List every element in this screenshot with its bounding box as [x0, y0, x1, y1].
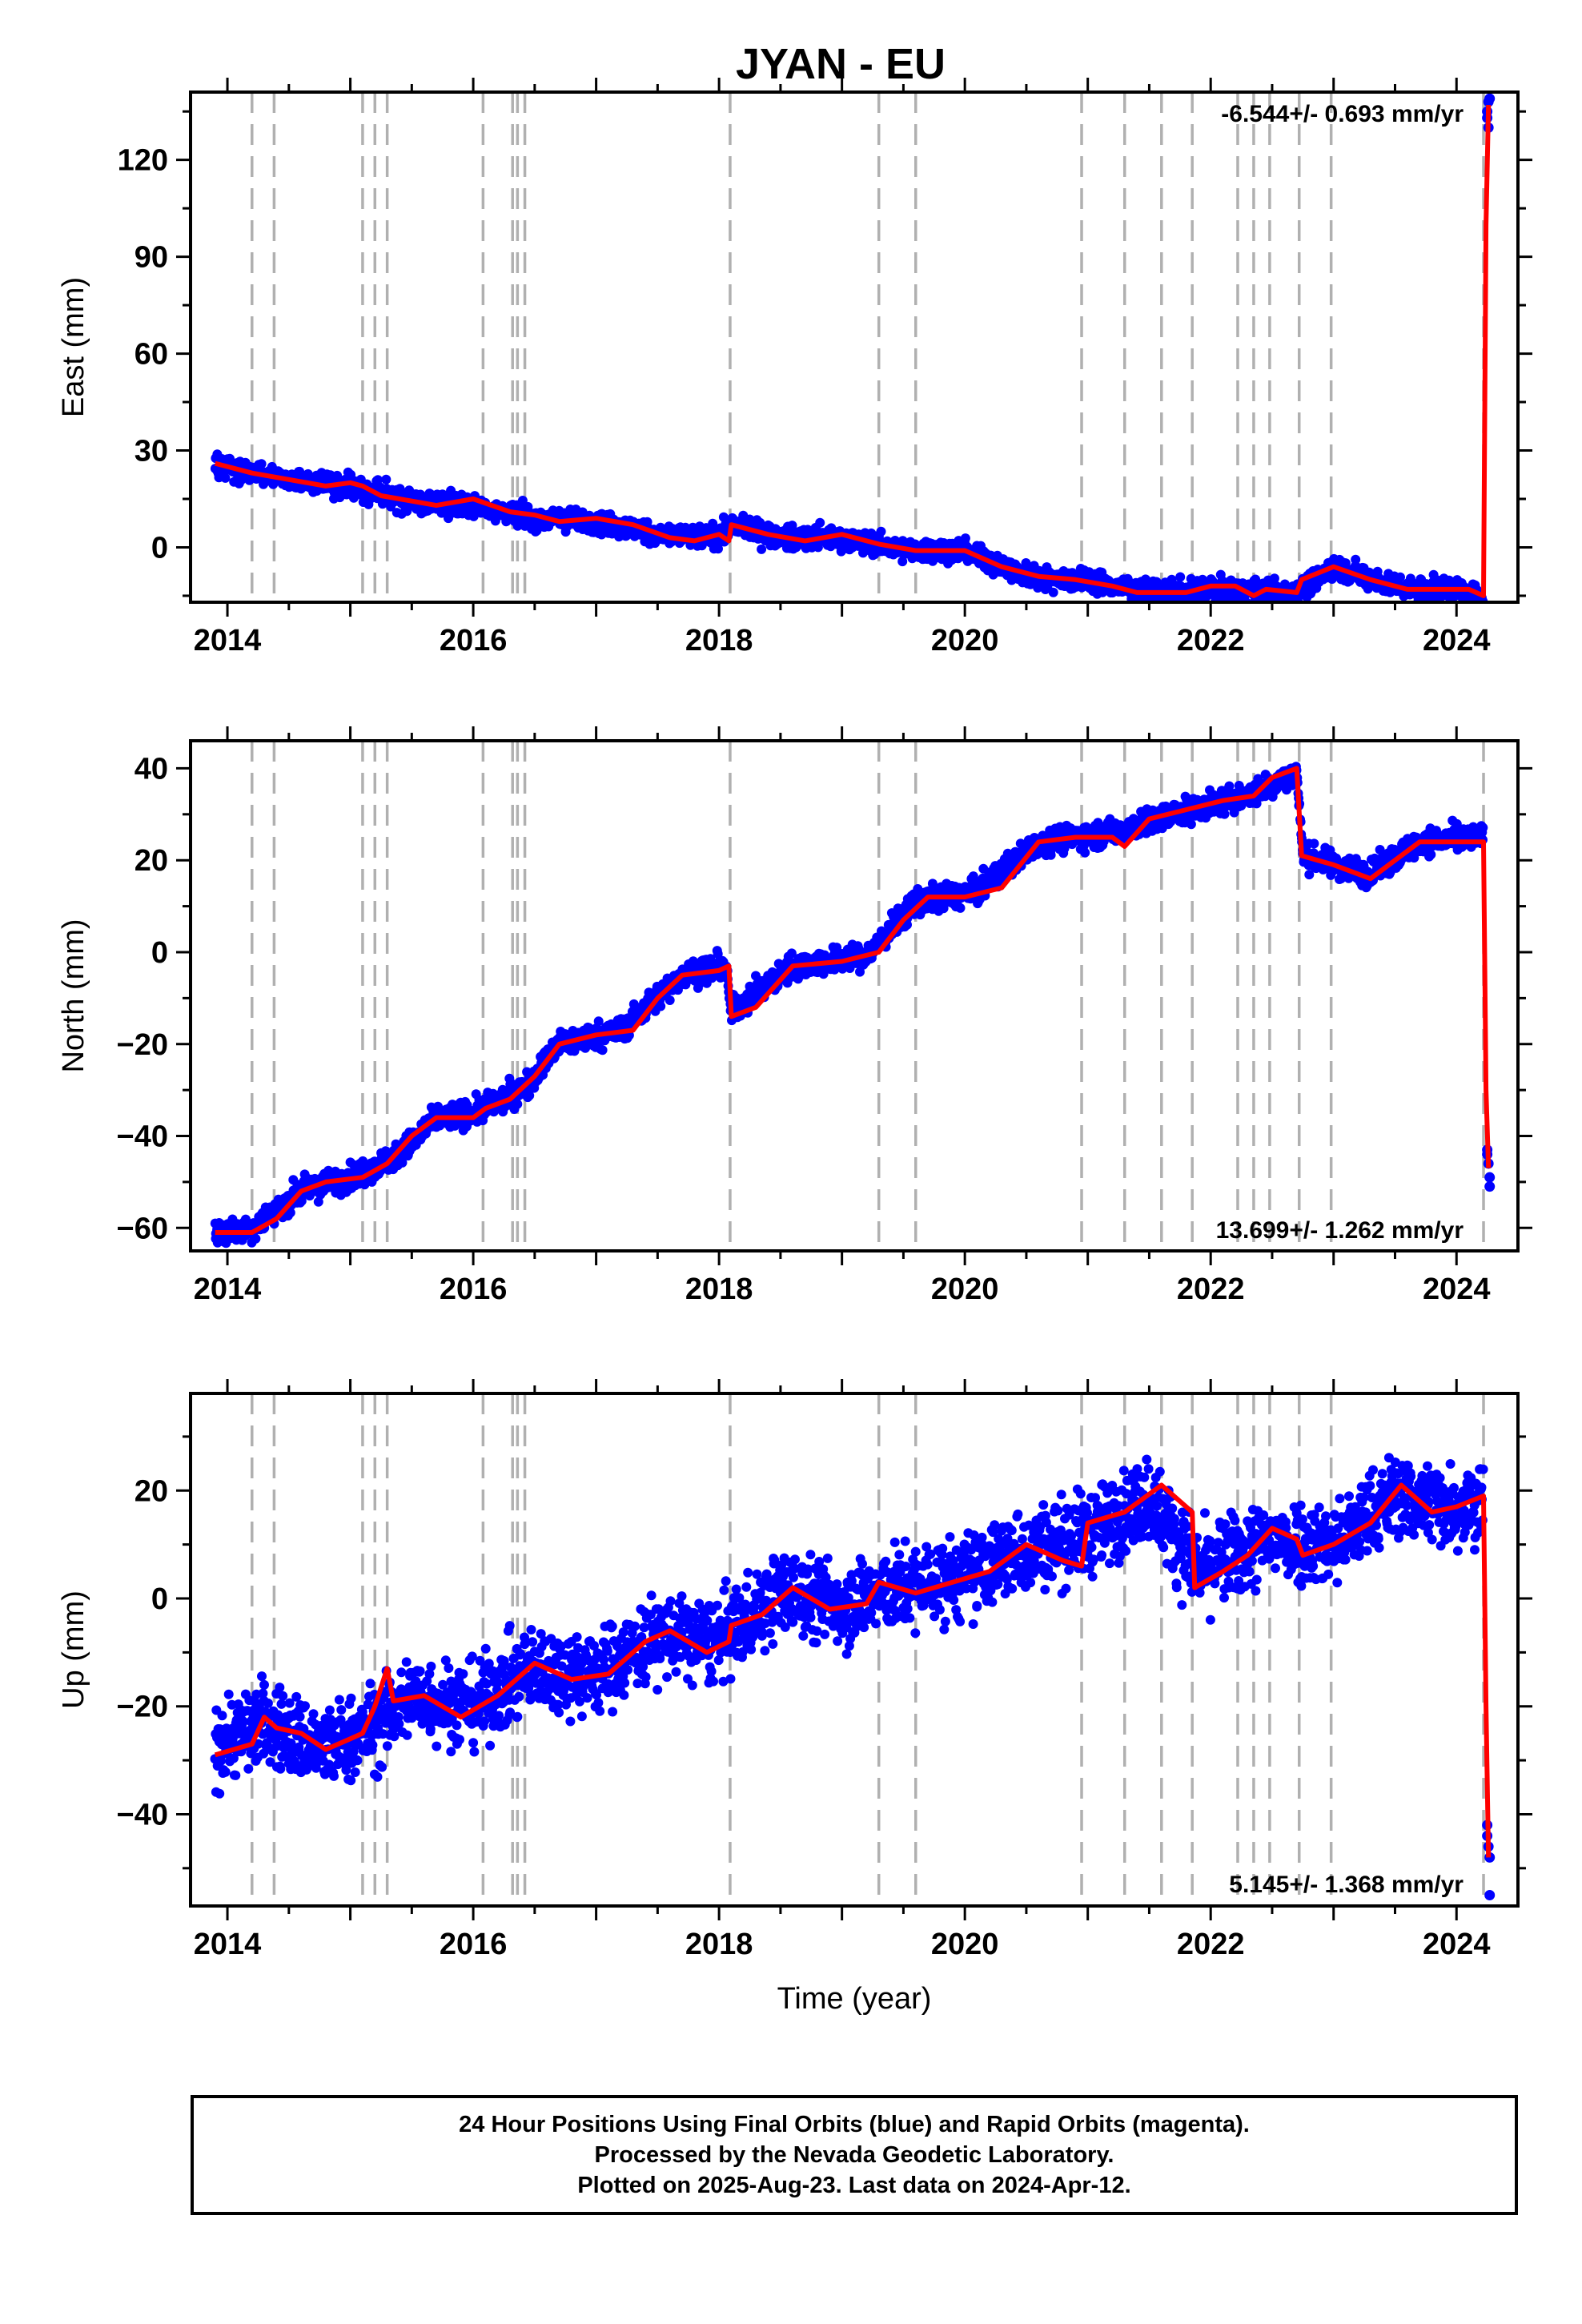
figure-title: JYAN - EU: [736, 40, 946, 88]
data-point: [1309, 838, 1319, 849]
data-point: [757, 544, 767, 554]
data-point: [373, 475, 383, 485]
plot-area: [210, 741, 1496, 1251]
data-point: [1477, 606, 1487, 616]
x-tick-label: 2022: [1177, 624, 1245, 657]
north-panel: 2014 2016 2018 2020 2022 2024−60−40−2002040No…: [57, 726, 1532, 1306]
data-point: [220, 472, 231, 483]
data-point: [256, 459, 267, 469]
x-tick-label: 2014: [194, 624, 262, 657]
data-point: [1147, 805, 1158, 815]
data-point: [1484, 93, 1496, 104]
data-point: [815, 517, 825, 528]
data-point: [960, 533, 970, 544]
data-point: [358, 1156, 368, 1166]
y-tick-label: 0: [151, 531, 168, 565]
data-point: [713, 544, 723, 554]
data-point: [1224, 781, 1235, 791]
data-point: [593, 1016, 604, 1027]
data-point: [1304, 870, 1315, 880]
east-panel: 2014 2016 2018 2020 2022 2024 0 30 60 90 120 East (…: [57, 78, 1532, 657]
data-point: [524, 1091, 535, 1100]
data-point: [285, 1208, 295, 1218]
data-point: [897, 557, 908, 567]
plot-frame: [189, 90, 1520, 604]
data-point: [787, 521, 797, 531]
data-point: [1251, 798, 1262, 809]
data-point: [1219, 809, 1230, 819]
y-tick-label: 120: [118, 144, 168, 178]
y-axis-label: East (mm): [57, 277, 90, 417]
y-tick-label: 90: [135, 241, 168, 275]
data-point: [1269, 573, 1279, 584]
x-tick-label: 2018: [685, 624, 753, 657]
model-line: [214, 105, 1492, 598]
x-tick-label: 2020: [931, 624, 999, 657]
x-tick-label: 2016: [440, 624, 508, 657]
data-point: [656, 1001, 666, 1011]
y-tick-label: 30: [135, 435, 168, 468]
data-point: [927, 879, 938, 889]
plot-area: [210, 92, 1496, 617]
data-point: [523, 501, 533, 512]
data-point: [832, 943, 842, 953]
data-point: [876, 526, 886, 537]
data-point: [955, 903, 966, 913]
velocity-label: -6.544+/- 0.693 mm/yr: [1221, 101, 1464, 127]
data-point: [1046, 850, 1056, 860]
data-point: [1395, 572, 1405, 582]
data-point: [786, 948, 797, 959]
data-point: [313, 1196, 323, 1207]
data-point: [855, 967, 865, 977]
data-point: [1048, 587, 1058, 597]
data-point: [251, 1233, 261, 1244]
data-point: [1351, 554, 1361, 565]
y-tick-label: 60: [135, 338, 168, 372]
data-point: [597, 1045, 608, 1055]
data-point: [517, 496, 528, 505]
data-point: [1480, 607, 1490, 617]
data-point: [512, 1099, 523, 1109]
x-tick-label: 2024: [1423, 624, 1491, 657]
data-point: [1186, 819, 1196, 830]
data-point: [1080, 847, 1090, 858]
data-point: [397, 1157, 408, 1168]
data-point: [381, 474, 391, 485]
data-point: [1175, 572, 1186, 582]
data-point: [665, 995, 675, 1005]
